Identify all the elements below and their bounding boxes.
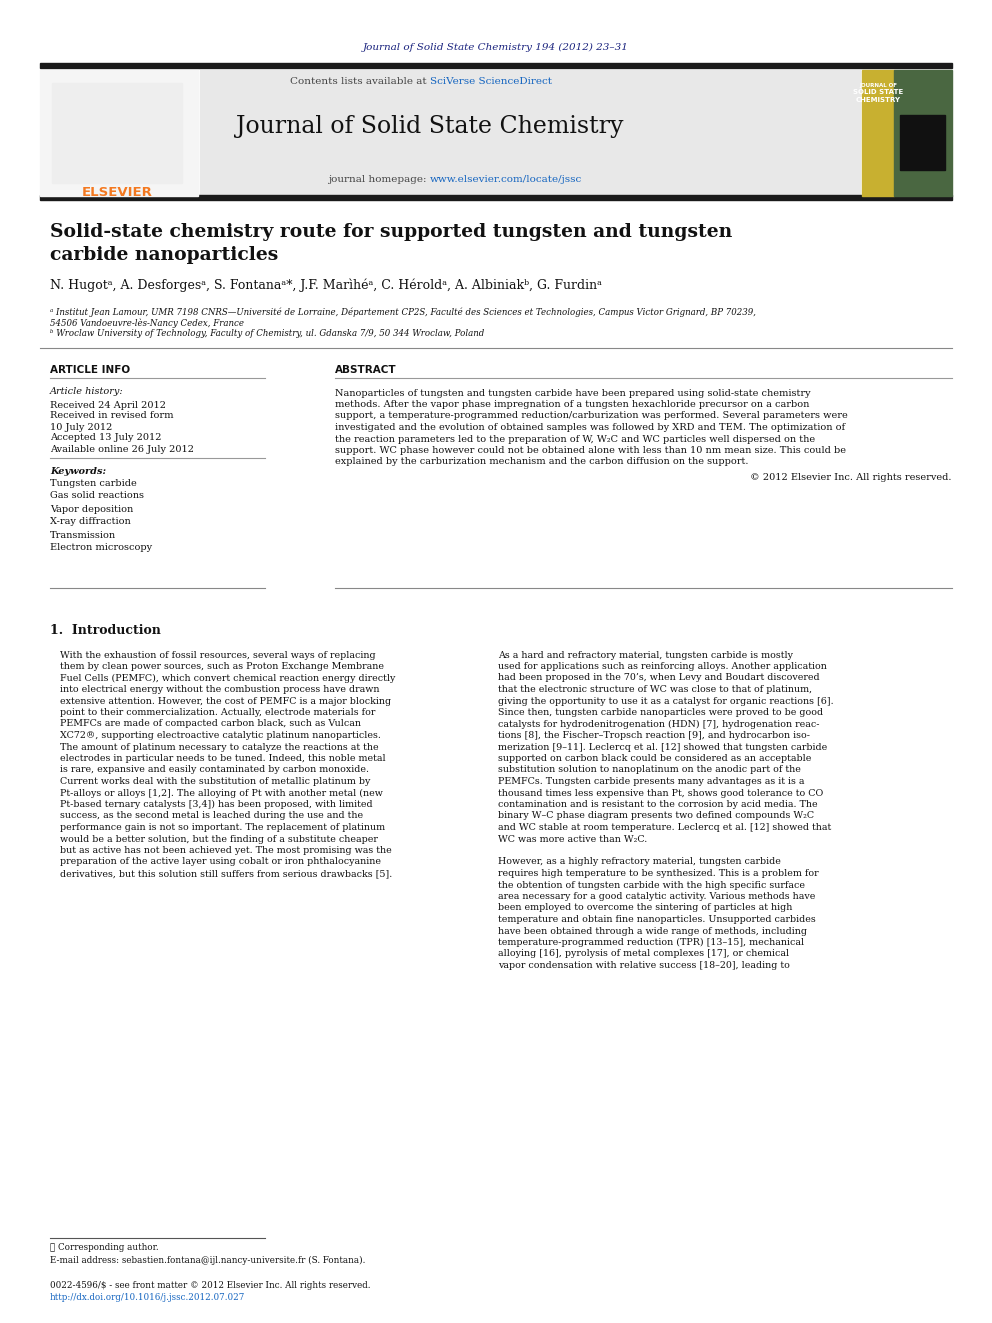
Text: methods. After the vapor phase impregnation of a tungsten hexachloride precursor: methods. After the vapor phase impregnat… (335, 400, 809, 409)
Text: N. Hugotᵃ, A. Desforgesᵃ, S. Fontanaᵃ*, J.F. Marìhéᵃ, C. Héroldᵃ, A. Albiniakᵇ, : N. Hugotᵃ, A. Desforgesᵃ, S. Fontanaᵃ*, … (50, 278, 602, 292)
Text: and WC stable at room temperature. Leclercq et al. [12] showed that: and WC stable at room temperature. Lecle… (498, 823, 831, 832)
Text: merization [9–11]. Leclercq et al. [12] showed that tungsten carbide: merization [9–11]. Leclercq et al. [12] … (498, 742, 827, 751)
Text: used for applications such as reinforcing alloys. Another application: used for applications such as reinforcin… (498, 662, 827, 671)
Text: binary W–C phase diagram presents two defined compounds W₂C: binary W–C phase diagram presents two de… (498, 811, 814, 820)
Text: PEMFCs. Tungsten carbide presents many advantages as it is a: PEMFCs. Tungsten carbide presents many a… (498, 777, 805, 786)
Text: © 2012 Elsevier Inc. All rights reserved.: © 2012 Elsevier Inc. All rights reserved… (751, 474, 952, 482)
Text: vapor condensation with relative success [18–20], leading to: vapor condensation with relative success… (498, 960, 790, 970)
Text: but as active has not been achieved yet. The most promising was the: but as active has not been achieved yet.… (60, 845, 392, 855)
Text: explained by the carburization mechanism and the carbon diffusion on the support: explained by the carburization mechanism… (335, 458, 749, 467)
Text: tions [8], the Fischer–Tropsch reaction [9], and hydrocarbon iso-: tions [8], the Fischer–Tropsch reaction … (498, 732, 810, 740)
Text: Journal of Solid State Chemistry 194 (2012) 23–31: Journal of Solid State Chemistry 194 (20… (363, 42, 629, 52)
Text: Article history:: Article history: (50, 388, 124, 397)
Text: Pt-based ternary catalysts [3,4]) has been proposed, with limited: Pt-based ternary catalysts [3,4]) has be… (60, 800, 373, 810)
Bar (894, 70, 952, 196)
Text: Journal of Solid State Chemistry: Journal of Solid State Chemistry (236, 115, 624, 139)
Bar (40, 64, 952, 67)
Text: 1.  Introduction: 1. Introduction (50, 623, 161, 636)
Text: ABSTRACT: ABSTRACT (335, 365, 397, 374)
Text: performance gain is not so important. The replacement of platinum: performance gain is not so important. Th… (60, 823, 385, 832)
Text: ARTICLE INFO: ARTICLE INFO (50, 365, 130, 374)
Text: ᵃ Institut Jean Lamour, UMR 7198 CNRS—Université de Lorraine, Département CP2S, : ᵃ Institut Jean Lamour, UMR 7198 CNRS—Un… (50, 307, 756, 316)
Text: success, as the second metal is leached during the use and the: success, as the second metal is leached … (60, 811, 363, 820)
Text: preparation of the active layer using cobalt or iron phthalocyanine: preparation of the active layer using co… (60, 857, 381, 867)
Text: However, as a highly refractory material, tungsten carbide: However, as a highly refractory material… (498, 857, 781, 867)
Text: Received in revised form: Received in revised form (50, 411, 174, 421)
Text: Since then, tungsten carbide nanoparticles were proved to be good: Since then, tungsten carbide nanoparticl… (498, 708, 823, 717)
Text: E-mail address: sebastien.fontana@ijl.nancy-universite.fr (S. Fontana).: E-mail address: sebastien.fontana@ijl.na… (50, 1256, 365, 1265)
Text: giving the opportunity to use it as a catalyst for organic reactions [6].: giving the opportunity to use it as a ca… (498, 696, 833, 705)
Text: 0022-4596/$ - see front matter © 2012 Elsevier Inc. All rights reserved.: 0022-4596/$ - see front matter © 2012 El… (50, 1281, 370, 1290)
Text: Keywords:: Keywords: (50, 467, 106, 475)
Text: support. WC phase however could not be obtained alone with less than 10 nm mean : support. WC phase however could not be o… (335, 446, 846, 455)
Text: contamination and is resistant to the corrosion by acid media. The: contamination and is resistant to the co… (498, 800, 817, 808)
Text: Current works deal with the substitution of metallic platinum by: Current works deal with the substitution… (60, 777, 370, 786)
Text: Solid-state chemistry route for supported tungsten and tungsten: Solid-state chemistry route for supporte… (50, 224, 732, 241)
Text: carbide nanoparticles: carbide nanoparticles (50, 246, 278, 265)
Text: Fuel Cells (PEMFC), which convert chemical reaction energy directly: Fuel Cells (PEMFC), which convert chemic… (60, 673, 396, 683)
Text: them by clean power sources, such as Proton Exchange Membrane: them by clean power sources, such as Pro… (60, 662, 384, 671)
Text: that the electronic structure of WC was close to that of platinum,: that the electronic structure of WC was … (498, 685, 812, 695)
Text: Nanoparticles of tungsten and tungsten carbide have been prepared using solid-st: Nanoparticles of tungsten and tungsten c… (335, 389, 810, 397)
Text: electrodes in particular needs to be tuned. Indeed, this noble metal: electrodes in particular needs to be tun… (60, 754, 386, 763)
Text: have been obtained through a wide range of methods, including: have been obtained through a wide range … (498, 926, 807, 935)
Text: With the exhaustion of fossil resources, several ways of replacing: With the exhaustion of fossil resources,… (60, 651, 376, 659)
Text: Available online 26 July 2012: Available online 26 July 2012 (50, 445, 194, 454)
Text: had been proposed in the 70’s, when Levy and Boudart discovered: had been proposed in the 70’s, when Levy… (498, 673, 819, 683)
Bar (862, 70, 894, 196)
Text: ᵇ Wroclaw University of Technology, Faculty of Chemistry, ul. Gdanska 7/9, 50 34: ᵇ Wroclaw University of Technology, Facu… (50, 329, 484, 339)
Text: SOLID STATE: SOLID STATE (853, 89, 903, 95)
Text: area necessary for a good catalytic activity. Various methods have: area necessary for a good catalytic acti… (498, 892, 815, 901)
Text: X-ray diffraction: X-ray diffraction (50, 517, 131, 527)
Text: is rare, expansive and easily contaminated by carbon monoxide.: is rare, expansive and easily contaminat… (60, 766, 369, 774)
Bar (40, 194, 952, 200)
Text: ⋆ Corresponding author.: ⋆ Corresponding author. (50, 1244, 159, 1253)
Text: point to their commercialization. Actually, electrode materials for: point to their commercialization. Actual… (60, 708, 375, 717)
Text: The amount of platinum necessary to catalyze the reactions at the: The amount of platinum necessary to cata… (60, 742, 379, 751)
Text: 10 July 2012: 10 July 2012 (50, 422, 112, 431)
Text: extensive attention. However, the cost of PEMFC is a major blocking: extensive attention. However, the cost o… (60, 696, 391, 705)
Bar (40, 70, 198, 196)
Text: thousand times less expensive than Pt, shows good tolerance to CO: thousand times less expensive than Pt, s… (498, 789, 823, 798)
Text: Tungsten carbide: Tungsten carbide (50, 479, 137, 487)
Text: Vapor deposition: Vapor deposition (50, 504, 133, 513)
Bar (52, 83, 182, 183)
Text: JOURNAL OF: JOURNAL OF (859, 82, 897, 87)
Text: been employed to overcome the sintering of particles at high: been employed to overcome the sintering … (498, 904, 793, 913)
Text: Pt-alloys or alloys [1,2]. The alloying of Pt with another metal (new: Pt-alloys or alloys [1,2]. The alloying … (60, 789, 383, 798)
Text: substitution solution to nanoplatinum on the anodic part of the: substitution solution to nanoplatinum on… (498, 766, 801, 774)
Text: temperature-programmed reduction (TPR) [13–15], mechanical: temperature-programmed reduction (TPR) [… (498, 938, 805, 947)
Text: temperature and obtain fine nanoparticles. Unsupported carbides: temperature and obtain fine nanoparticle… (498, 916, 815, 923)
Text: Received 24 April 2012: Received 24 April 2012 (50, 401, 166, 410)
Text: Accepted 13 July 2012: Accepted 13 July 2012 (50, 434, 162, 442)
Text: Transmission: Transmission (50, 531, 116, 540)
Text: ELSEVIER: ELSEVIER (81, 187, 153, 200)
Text: XC72®, supporting electroactive catalytic platinum nanoparticles.: XC72®, supporting electroactive catalyti… (60, 732, 381, 740)
Text: www.elsevier.com/locate/jssc: www.elsevier.com/locate/jssc (430, 176, 582, 184)
Text: Contents lists available at: Contents lists available at (290, 77, 430, 86)
Text: support, a temperature-programmed reduction/carburization was performed. Several: support, a temperature-programmed reduct… (335, 411, 848, 421)
Text: WC was more active than W₂C.: WC was more active than W₂C. (498, 835, 647, 844)
Text: the reaction parameters led to the preparation of W, W₂C and WC particles well d: the reaction parameters led to the prepa… (335, 434, 815, 443)
Text: investigated and the evolution of obtained samples was followed by XRD and TEM. : investigated and the evolution of obtain… (335, 423, 845, 433)
Text: 54506 Vandoeuvre-lès-Nancy Cedex, France: 54506 Vandoeuvre-lès-Nancy Cedex, France (50, 319, 244, 328)
Text: Gas solid reactions: Gas solid reactions (50, 492, 144, 500)
Text: CHEMISTRY: CHEMISTRY (855, 97, 901, 103)
Text: alloying [16], pyrolysis of metal complexes [17], or chemical: alloying [16], pyrolysis of metal comple… (498, 950, 789, 958)
Text: derivatives, but this solution still suffers from serious drawbacks [5].: derivatives, but this solution still suf… (60, 869, 392, 878)
Text: PEMFCs are made of compacted carbon black, such as Vulcan: PEMFCs are made of compacted carbon blac… (60, 720, 361, 729)
Text: would be a better solution, but the finding of a substitute cheaper: would be a better solution, but the find… (60, 835, 378, 844)
Text: supported on carbon black could be considered as an acceptable: supported on carbon black could be consi… (498, 754, 811, 763)
Bar (200, 70, 860, 196)
Bar (900, 115, 945, 169)
Text: catalysts for hydrodenitrogenation (HDN) [7], hydrogenation reac-: catalysts for hydrodenitrogenation (HDN)… (498, 720, 819, 729)
Text: SciVerse ScienceDirect: SciVerse ScienceDirect (430, 77, 552, 86)
Text: requires high temperature to be synthesized. This is a problem for: requires high temperature to be synthesi… (498, 869, 818, 878)
Text: http://dx.doi.org/10.1016/j.jssc.2012.07.027: http://dx.doi.org/10.1016/j.jssc.2012.07… (50, 1293, 245, 1302)
Text: into electrical energy without the combustion process have drawn: into electrical energy without the combu… (60, 685, 380, 695)
Text: the obtention of tungsten carbide with the high specific surface: the obtention of tungsten carbide with t… (498, 881, 805, 889)
Text: journal homepage:: journal homepage: (328, 176, 430, 184)
Text: Electron microscopy: Electron microscopy (50, 544, 152, 553)
Text: As a hard and refractory material, tungsten carbide is mostly: As a hard and refractory material, tungs… (498, 651, 793, 659)
